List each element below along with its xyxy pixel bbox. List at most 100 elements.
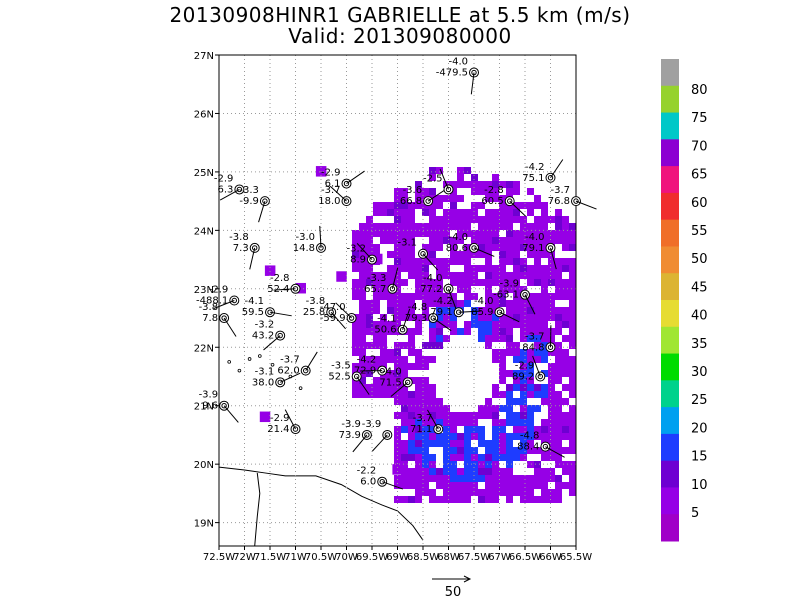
radar-cell (408, 258, 415, 265)
radar-cell (443, 258, 450, 265)
colorbar-label: 10 (691, 478, 708, 493)
radar-cell (352, 384, 359, 391)
scale-arrow-head (463, 575, 472, 583)
radar-cell (520, 272, 527, 279)
radar-cell (387, 293, 394, 300)
radar-cell (422, 307, 429, 314)
station-value-bottom: 76.8 (548, 196, 570, 207)
radar-cell (513, 300, 520, 307)
radar-cell (478, 237, 485, 244)
radar-cell (513, 482, 520, 489)
radar-cell (527, 335, 534, 342)
station-value-top: -4.2 (525, 162, 545, 173)
radar-cell (555, 237, 562, 244)
radar-cell (534, 384, 541, 391)
station-marker: -4.275.1 (522, 159, 564, 184)
station-value-top: -2.9 (209, 285, 229, 296)
radar-cell (492, 321, 499, 328)
radar-cell (464, 272, 471, 279)
radar-cell (534, 321, 541, 328)
radar-cell (485, 328, 492, 335)
colorbar-segment (661, 380, 679, 408)
radar-cell (436, 419, 443, 426)
station-value-top: -3.0 (295, 232, 315, 243)
radar-cell (352, 293, 359, 300)
radar-cell (457, 272, 464, 279)
radar-cell (499, 454, 506, 461)
radar-cell (485, 475, 492, 482)
radar-cell (415, 328, 422, 335)
station-value-bottom: 79.1 (430, 307, 452, 318)
radar-cell (457, 223, 464, 230)
station-value-bottom: 25.8 (303, 307, 325, 318)
radar-cell (506, 286, 513, 293)
station-value-top: -3.8 (229, 232, 249, 243)
radar-cell (534, 475, 541, 482)
radar-cell (429, 454, 436, 461)
radar-cell (562, 279, 569, 286)
radar-cell (555, 412, 562, 419)
radar-cell (471, 454, 478, 461)
radar-cell (401, 342, 408, 349)
wind-barb (352, 434, 368, 453)
radar-cell (352, 265, 359, 272)
radar-cell (485, 237, 492, 244)
station-marker: -4.150.6 (374, 308, 411, 336)
radar-cell (548, 251, 555, 258)
radar-cell (436, 412, 443, 419)
station-value-bottom: 6.0 (360, 477, 376, 488)
radar-cell (520, 230, 527, 237)
colorbar-label: 25 (691, 393, 708, 408)
radar-cell (541, 244, 548, 251)
radar-cell (443, 475, 450, 482)
wind-barb (422, 253, 439, 271)
radar-cell (422, 342, 429, 349)
radar-cell (436, 258, 443, 265)
radar-cell (569, 328, 576, 335)
radar-cell (569, 237, 576, 244)
station-marker: -4.080.6 (446, 232, 495, 257)
radar-cell (555, 307, 562, 314)
radar-cell (492, 293, 499, 300)
station-ring-inner (379, 479, 385, 485)
radar-cell (534, 300, 541, 307)
radar-cell (492, 237, 499, 244)
radar-cell (450, 258, 457, 265)
station-value-bottom: 71.1 (410, 424, 432, 435)
radar-cell (569, 265, 576, 272)
radar-cell (471, 293, 478, 300)
station-value-top: -4.1 (377, 314, 397, 325)
radar-cell (457, 237, 464, 244)
colorbar-label: 50 (691, 252, 708, 267)
radar-cell (408, 265, 415, 272)
wind-barb (319, 225, 322, 248)
colorbar-segment (661, 166, 679, 194)
lon-tick-label: 67.5W (458, 552, 490, 563)
station-value-top: -4.8 (408, 302, 428, 313)
radar-cell (436, 482, 443, 489)
radar-cell (457, 286, 464, 293)
radar-cell (401, 412, 408, 419)
radar-cell (415, 272, 422, 279)
radar-cell (366, 391, 373, 398)
radar-cell (401, 468, 408, 475)
radar-cell (520, 244, 527, 251)
radar-cell (401, 188, 408, 195)
radar-cell (506, 447, 513, 454)
radar-cell (527, 314, 534, 321)
radar-cell (373, 286, 380, 293)
station-value-top: -2.9 (515, 360, 535, 371)
radar-cell (562, 412, 569, 419)
radar-cell (513, 426, 520, 433)
radar-cell (492, 272, 499, 279)
radar-cell (534, 258, 541, 265)
radar-cell (450, 468, 457, 475)
radar-cell (513, 230, 520, 237)
station-value-top: -3.7 (413, 413, 433, 424)
radar-cell (401, 251, 408, 258)
wind-barb (499, 311, 520, 323)
radar-cell (429, 440, 436, 447)
lon-tick-label: 66.5W (509, 552, 541, 563)
radar-cell (562, 363, 569, 370)
radar-cell (506, 461, 513, 468)
